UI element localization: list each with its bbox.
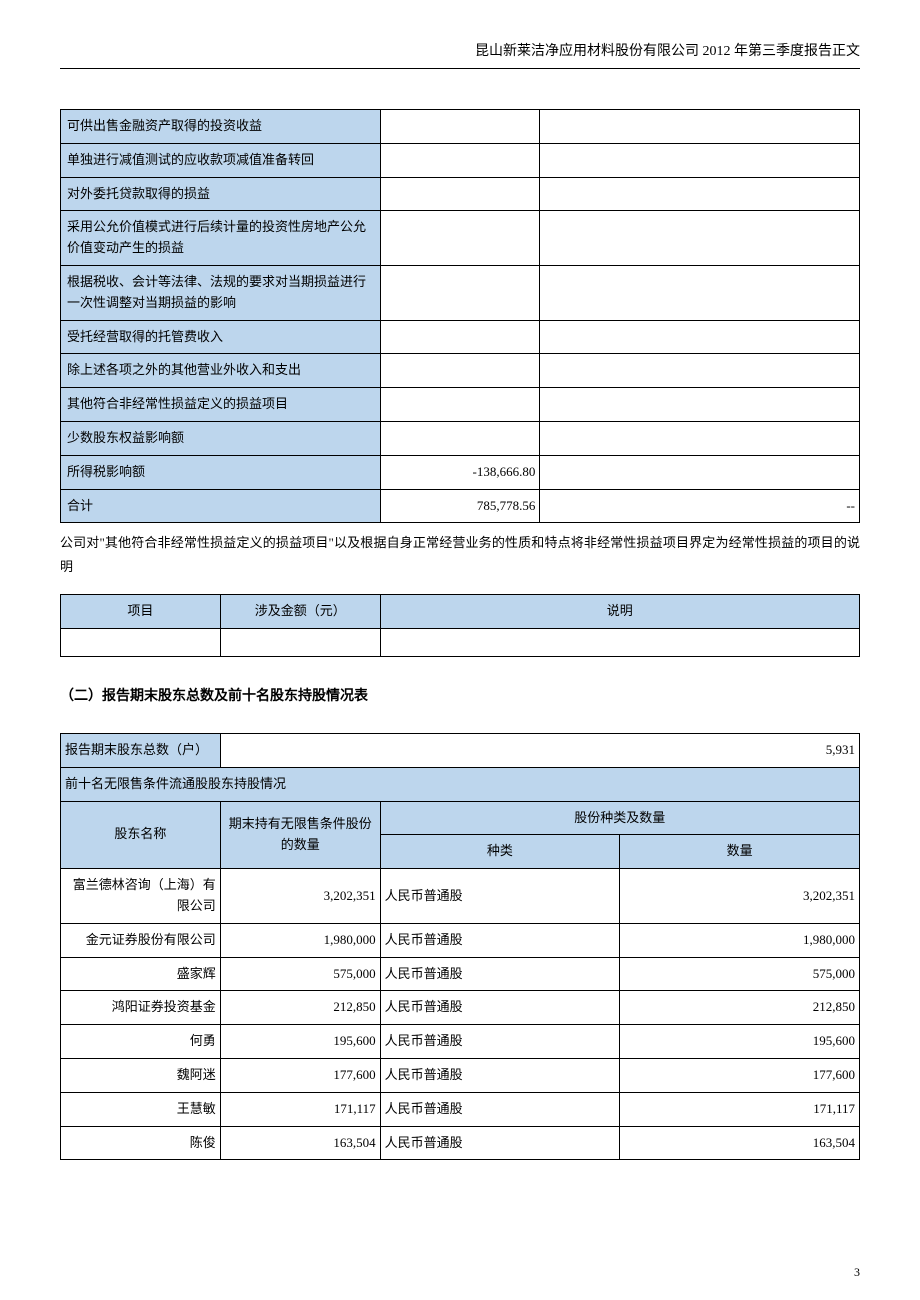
share-type: 人民币普通股 [380, 1092, 620, 1126]
document-header: 昆山新莱洁净应用材料股份有限公司 2012 年第三季度报告正文 [60, 40, 860, 69]
shareholder-qty: 575,000 [220, 957, 380, 991]
shareholder-name: 富兰德林咨询（上海）有限公司 [61, 869, 221, 924]
row-value-1 [380, 211, 540, 266]
row-value-1 [380, 265, 540, 320]
col-header-qty: 期末持有无限售条件股份的数量 [220, 801, 380, 869]
shareholder-name: 鸿阳证券投资基金 [61, 991, 221, 1025]
share-num: 195,600 [620, 1025, 860, 1059]
row-value-1 [380, 110, 540, 144]
row-value-1 [380, 177, 540, 211]
shareholder-qty: 1,980,000 [220, 923, 380, 957]
share-num: 1,980,000 [620, 923, 860, 957]
share-num: 171,117 [620, 1092, 860, 1126]
col-header-type-qty: 股份种类及数量 [380, 801, 859, 835]
col-header-name: 股东名称 [61, 801, 221, 869]
shareholder-qty: 163,504 [220, 1126, 380, 1160]
non-recurring-gains-table: 可供出售金融资产取得的投资收益单独进行减值测试的应收款项减值准备转回对外委托贷款… [60, 109, 860, 523]
shareholder-name: 王慧敏 [61, 1092, 221, 1126]
row-value-2 [540, 354, 860, 388]
row-value-2 [540, 177, 860, 211]
row-value-1 [380, 354, 540, 388]
section-heading: （二）报告期末股东总数及前十名股东持股情况表 [60, 685, 860, 705]
share-num: 212,850 [620, 991, 860, 1025]
row-label: 除上述各项之外的其他营业外收入和支出 [61, 354, 381, 388]
row-value-2 [540, 265, 860, 320]
table-cell [61, 628, 221, 656]
col-header-item: 项目 [61, 595, 221, 629]
total-shareholders-value: 5,931 [220, 733, 859, 767]
shareholder-name: 盛家辉 [61, 957, 221, 991]
share-num: 177,600 [620, 1058, 860, 1092]
row-value-2 [540, 110, 860, 144]
share-type: 人民币普通股 [380, 957, 620, 991]
share-type: 人民币普通股 [380, 1126, 620, 1160]
row-label: 其他符合非经常性损益定义的损益项目 [61, 388, 381, 422]
row-label: 合计 [61, 489, 381, 523]
col-header-type: 种类 [380, 835, 620, 869]
shareholders-table: 报告期末股东总数（户） 5,931 前十名无限售条件流通股股东持股情况 股东名称… [60, 733, 860, 1160]
row-label: 根据税收、会计等法律、法规的要求对当期损益进行一次性调整对当期损益的影响 [61, 265, 381, 320]
row-label: 所得税影响额 [61, 455, 381, 489]
row-label: 少数股东权益影响额 [61, 421, 381, 455]
shareholder-name: 魏阿迷 [61, 1058, 221, 1092]
row-value-1 [380, 143, 540, 177]
row-value-2 [540, 320, 860, 354]
shareholder-name: 何勇 [61, 1025, 221, 1059]
row-value-2 [540, 455, 860, 489]
share-num: 575,000 [620, 957, 860, 991]
share-type: 人民币普通股 [380, 1058, 620, 1092]
shareholder-name: 金元证券股份有限公司 [61, 923, 221, 957]
col-header-desc: 说明 [380, 595, 859, 629]
explanation-table: 项目 涉及金额（元） 说明 [60, 594, 860, 657]
shareholder-qty: 177,600 [220, 1058, 380, 1092]
share-type: 人民币普通股 [380, 991, 620, 1025]
share-num: 3,202,351 [620, 869, 860, 924]
share-num: 163,504 [620, 1126, 860, 1160]
shareholder-qty: 171,117 [220, 1092, 380, 1126]
subheader: 前十名无限售条件流通股股东持股情况 [61, 767, 860, 801]
row-value-1 [380, 320, 540, 354]
row-value-2: -- [540, 489, 860, 523]
col-header-amount: 涉及金额（元） [220, 595, 380, 629]
row-label: 对外委托贷款取得的损益 [61, 177, 381, 211]
share-type: 人民币普通股 [380, 869, 620, 924]
table-note: 公司对"其他符合非经常性损益定义的损益项目"以及根据自身正常经营业务的性质和特点… [60, 531, 860, 578]
shareholder-qty: 212,850 [220, 991, 380, 1025]
share-type: 人民币普通股 [380, 1025, 620, 1059]
row-label: 采用公允价值模式进行后续计量的投资性房地产公允价值变动产生的损益 [61, 211, 381, 266]
total-shareholders-label: 报告期末股东总数（户） [61, 733, 221, 767]
row-value-2 [540, 211, 860, 266]
shareholder-qty: 195,600 [220, 1025, 380, 1059]
row-value-2 [540, 421, 860, 455]
row-value-1: -138,666.80 [380, 455, 540, 489]
row-label: 可供出售金融资产取得的投资收益 [61, 110, 381, 144]
row-value-1 [380, 421, 540, 455]
row-value-2 [540, 143, 860, 177]
row-value-2 [540, 388, 860, 422]
table-cell [380, 628, 859, 656]
row-label: 单独进行减值测试的应收款项减值准备转回 [61, 143, 381, 177]
page-number: 3 [854, 1265, 860, 1280]
row-label: 受托经营取得的托管费收入 [61, 320, 381, 354]
table-cell [220, 628, 380, 656]
shareholder-name: 陈俊 [61, 1126, 221, 1160]
row-value-1 [380, 388, 540, 422]
shareholder-qty: 3,202,351 [220, 869, 380, 924]
col-header-num: 数量 [620, 835, 860, 869]
row-value-1: 785,778.56 [380, 489, 540, 523]
share-type: 人民币普通股 [380, 923, 620, 957]
